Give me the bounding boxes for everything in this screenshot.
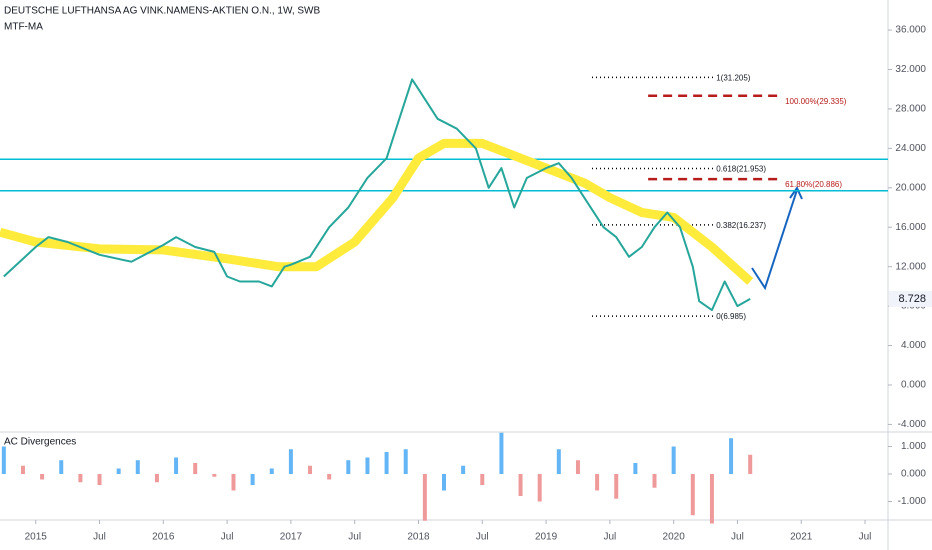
histogram-bar	[690, 473, 695, 516]
x-tick-label: Jul	[221, 532, 234, 543]
last-price-box	[889, 290, 932, 307]
y-tick-label: -1.000	[898, 496, 927, 507]
x-tick-label: 2018	[407, 532, 430, 543]
histogram-bar	[671, 446, 676, 474]
x-tick-label: Jul	[603, 532, 616, 543]
lower-panel-title: AC Divergences	[4, 437, 76, 448]
y-tick-label: 1.000	[901, 441, 926, 452]
histogram-bar	[442, 473, 446, 491]
histogram-bar	[308, 465, 313, 474]
y-tick-label: 20.000	[895, 182, 926, 193]
x-tick-label: 2015	[25, 532, 48, 543]
histogram-bar	[346, 460, 351, 474]
indicator-name: MTF-MA	[4, 22, 43, 33]
histogram-bar	[135, 460, 140, 474]
chart-title: DEUTSCHE LUFTHANSA AG VINK.NAMENS-AKTIEN…	[4, 6, 320, 17]
histogram-bar	[59, 460, 64, 474]
x-tick-label: Jul	[731, 532, 744, 543]
y-tick-label: 0.000	[901, 469, 926, 480]
target-label: 100.00%(29.335)	[785, 97, 847, 106]
histogram-bar	[422, 473, 427, 521]
histogram-bar	[1, 446, 6, 474]
histogram-bar	[384, 451, 389, 474]
histogram-bar	[116, 468, 121, 474]
histogram-bar	[269, 468, 274, 474]
projection-arrow	[751, 185, 803, 291]
y-tick-label: 32.000	[895, 64, 926, 75]
histogram-bar	[327, 473, 332, 480]
histogram-bar	[250, 473, 255, 485]
histogram-bar	[365, 457, 370, 474]
x-tick-label: 2019	[535, 532, 558, 543]
histogram-bar	[40, 473, 45, 480]
histogram-bar	[633, 462, 638, 474]
x-tick-label: 2020	[663, 532, 686, 543]
fib-label: 0(6.985)	[716, 312, 746, 321]
histogram-bar	[556, 449, 561, 474]
series-line	[0, 138, 754, 285]
histogram-bar	[78, 473, 83, 483]
histogram-bar	[288, 449, 293, 474]
histogram-bar	[461, 465, 466, 474]
histogram-bar	[499, 432, 504, 474]
histogram-bar	[709, 473, 714, 524]
histogram-bar	[231, 473, 236, 491]
last-price-label: 8.728	[898, 293, 926, 305]
x-tick-label: 2016	[152, 532, 175, 543]
x-tick-label: Jul	[348, 532, 361, 543]
histogram-bar	[575, 460, 580, 474]
histogram-bar	[729, 438, 734, 474]
y-tick-label: 16.000	[895, 222, 926, 233]
x-tick-label: Jul	[476, 532, 489, 543]
histogram-bar	[193, 462, 198, 474]
histogram-bar	[20, 465, 25, 474]
histogram-bar	[595, 473, 600, 491]
histogram-bar	[652, 473, 657, 488]
histogram-bar	[97, 473, 102, 485]
x-tick-label: Jul	[859, 532, 872, 543]
x-tick-label: Jul	[93, 532, 106, 543]
x-tick-label: 2021	[790, 532, 813, 543]
y-tick-label: -4.000	[898, 419, 927, 430]
histogram-bar	[748, 454, 753, 474]
fib-label: 0.382(16.237)	[716, 221, 766, 230]
fib-label: 1(31.205)	[716, 73, 751, 82]
histogram-bar	[537, 473, 542, 502]
histogram-bar	[480, 473, 485, 485]
y-tick-label: 4.000	[901, 340, 926, 351]
histogram-bar	[614, 473, 619, 499]
histogram-bar	[518, 473, 523, 496]
y-tick-label: 36.000	[895, 25, 926, 36]
y-tick-label: 0.000	[901, 380, 926, 391]
histogram-bar	[154, 473, 159, 483]
y-tick-label: 28.000	[895, 104, 926, 115]
series-line	[3, 78, 751, 312]
fib-label: 0.618(21.953)	[716, 165, 766, 174]
histogram-bar	[403, 449, 408, 474]
target-label: 61.80%(20.886)	[785, 180, 842, 189]
histogram-bar	[174, 457, 179, 474]
y-tick-label: 24.000	[895, 143, 926, 154]
histogram-bar	[212, 473, 217, 477]
x-tick-label: 2017	[280, 532, 303, 543]
y-tick-label: 12.000	[895, 261, 926, 272]
